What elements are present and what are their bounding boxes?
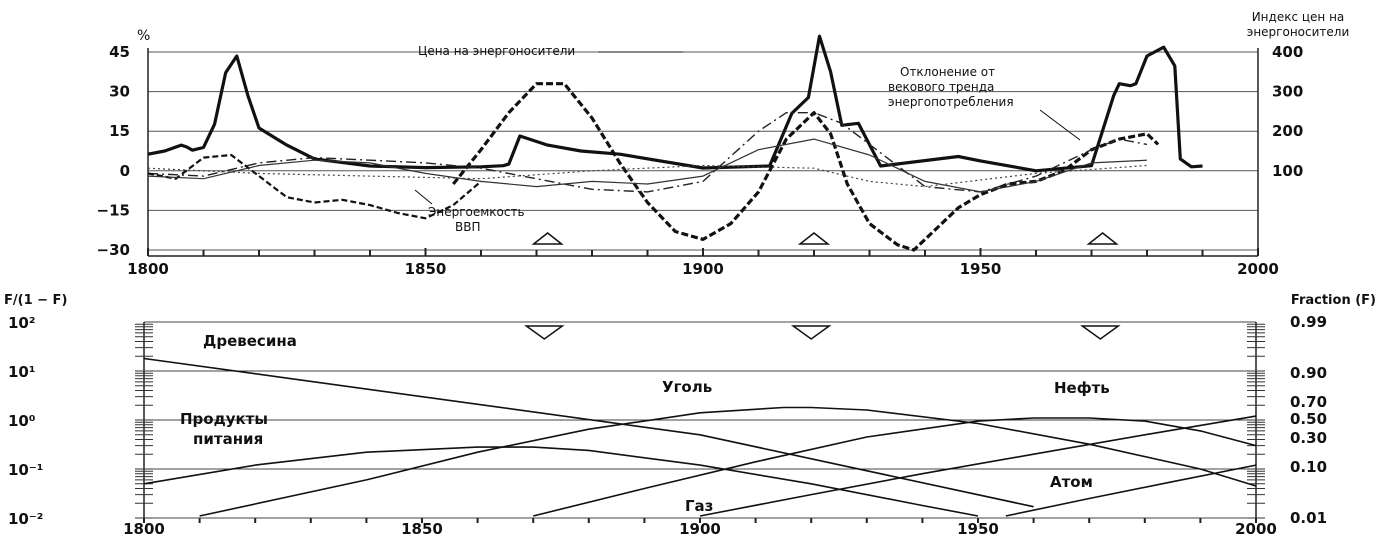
top-series-dotted-line: [147, 164, 1148, 188]
bottom-y-left-tick-label: 10⁻²: [8, 510, 43, 528]
annotation-intensity-line-2: ВВП: [455, 220, 481, 234]
top-x-tick-label: 1800: [127, 260, 169, 278]
label-oil: Нефть: [1054, 379, 1110, 397]
bottom-y-right-tick-label: 0.30: [1290, 429, 1327, 447]
bottom-y-left-axis: 10² 10¹ 10⁰ 10⁻¹ 10⁻²: [8, 314, 43, 528]
top-y-right-tick-label: 400: [1272, 43, 1303, 61]
bottom-grid: [135, 321, 1265, 519]
top-x-tick-label: 1950: [960, 260, 1002, 278]
label-food-line: питания: [193, 430, 263, 448]
bottom-x-tick-label: 1900: [679, 520, 721, 538]
trough-marker: [790, 325, 832, 340]
top-y-right-axis: 400 300 200 100: [1272, 43, 1303, 180]
bottom-x-tick-label: 1950: [957, 520, 999, 538]
label-atom: Атом: [1050, 473, 1093, 491]
top-series-price-index: [147, 34, 1203, 173]
top-x-tick-label: 2000: [1237, 260, 1279, 278]
bottom-series: [143, 357, 1257, 517]
top-y-right-title-line-2: энергоносители: [1247, 25, 1350, 39]
bottom-series-line-1: [143, 446, 979, 517]
top-series-consumption-deviation: [147, 111, 1148, 193]
top-peak-markers: [531, 232, 1119, 245]
top-series: [147, 34, 1203, 252]
top-grid: [147, 48, 1259, 257]
bottom-y-left-tick-label: 10¹: [8, 363, 35, 381]
bottom-trough-markers: [524, 325, 1121, 340]
bottom-y-right-axis: 0.99 0.90 0.700.500.30 0.10 0.01: [1290, 313, 1327, 527]
peak-marker: [531, 232, 564, 245]
bottom-y-right-tick-label: 0.01: [1290, 509, 1327, 527]
bottom-y-right-tick-label: 0.90: [1290, 364, 1327, 382]
top-y-left-tick-label: −15: [97, 201, 130, 219]
top-y-right-tick-label: 300: [1272, 83, 1303, 101]
bottom-y-left-tick-label: 10⁰: [8, 412, 35, 430]
top-x-tick-label: 1900: [682, 260, 724, 278]
top-y-left-unit: %: [137, 28, 150, 44]
top-y-left-tick-label: 15: [109, 122, 130, 140]
annotation-deviation-line-2: векового тренда: [888, 80, 994, 94]
label-food: Продукты питания: [180, 410, 268, 448]
top-y-left-tick-label: 30: [109, 83, 130, 101]
top-y-left-axis: 45 30 15 0 −15 −30: [97, 43, 130, 259]
bottom-x-tick-label: 1850: [401, 520, 443, 538]
top-y-right-tick-label: 100: [1272, 162, 1303, 180]
annotation-intensity-line-1: Энергоемкость: [428, 205, 525, 219]
top-series-secular-wave: [147, 138, 1148, 193]
label-coal: Уголь: [662, 378, 712, 396]
label-food-line: Продукты: [180, 410, 268, 428]
bottom-y-right-tick-label: 0.99: [1290, 313, 1327, 331]
top-series-gdp-energy-intensity: [147, 153, 482, 220]
bottom-y-right-tick-label: 0.70: [1290, 393, 1327, 411]
bottom-y-left-tick-label: 10²: [8, 314, 35, 332]
top-y-left-tick-label: 0: [120, 162, 130, 180]
bottom-series-line-0: [143, 357, 1034, 508]
bottom-y-left-title: F/(1 − F): [4, 293, 67, 308]
bottom-x-axis: 1800 1850 1900 1950 2000: [123, 518, 1277, 538]
top-y-left-tick-label: −30: [97, 241, 130, 259]
top-series-energy-price: [452, 82, 1160, 252]
bottom-y-left-tick-label: 10⁻¹: [8, 461, 43, 479]
bottom-y-right-title: Fraction (F): [1291, 293, 1376, 308]
bottom-chart: 1800 1850 1900 1950 2000 10² 10¹ 10⁰ 10⁻¹ 10⁻² 0…: [4, 293, 1376, 538]
bottom-y-right-tick-label: 0.50: [1290, 410, 1327, 428]
bottom-x-tick-label: 2000: [1235, 520, 1277, 538]
bottom-y-right-tick-label: 0.10: [1290, 458, 1327, 476]
trough-marker: [524, 325, 565, 340]
bottom-series-line-3: [533, 417, 1257, 517]
bottom-series-line-5: [1005, 464, 1257, 517]
top-y-left-tick-label: 45: [109, 43, 130, 61]
annotation-deviation-line-1: Отклонение от: [900, 65, 995, 79]
bottom-series-line-4: [699, 415, 1257, 517]
bottom-series-line-2: [199, 406, 1257, 517]
annotation-energy-price: Цена на энергоносители: [418, 44, 575, 58]
label-wood: Древесина: [203, 332, 297, 350]
label-gas: Газ: [685, 497, 713, 515]
top-x-tick-label: 1850: [405, 260, 447, 278]
peak-marker: [1086, 232, 1119, 245]
annotation-deviation-line-3: энергопотребления: [888, 95, 1014, 109]
top-x-axis: 1800 1850 1900 1950 2000: [127, 248, 1279, 278]
trough-marker: [1080, 325, 1121, 340]
annotation-intensity-leader: [414, 189, 433, 205]
bottom-x-tick-label: 1800: [123, 520, 165, 538]
top-chart: 1800 1850 1900 1950 2000 45 30 15 0 −15 −30 400 30…: [97, 10, 1350, 278]
peak-marker: [797, 232, 831, 245]
top-y-right-title-line-1: Индекс цен на: [1252, 10, 1345, 24]
annotation-deviation-leader: [1039, 109, 1081, 141]
top-y-right-tick-label: 200: [1272, 122, 1303, 140]
